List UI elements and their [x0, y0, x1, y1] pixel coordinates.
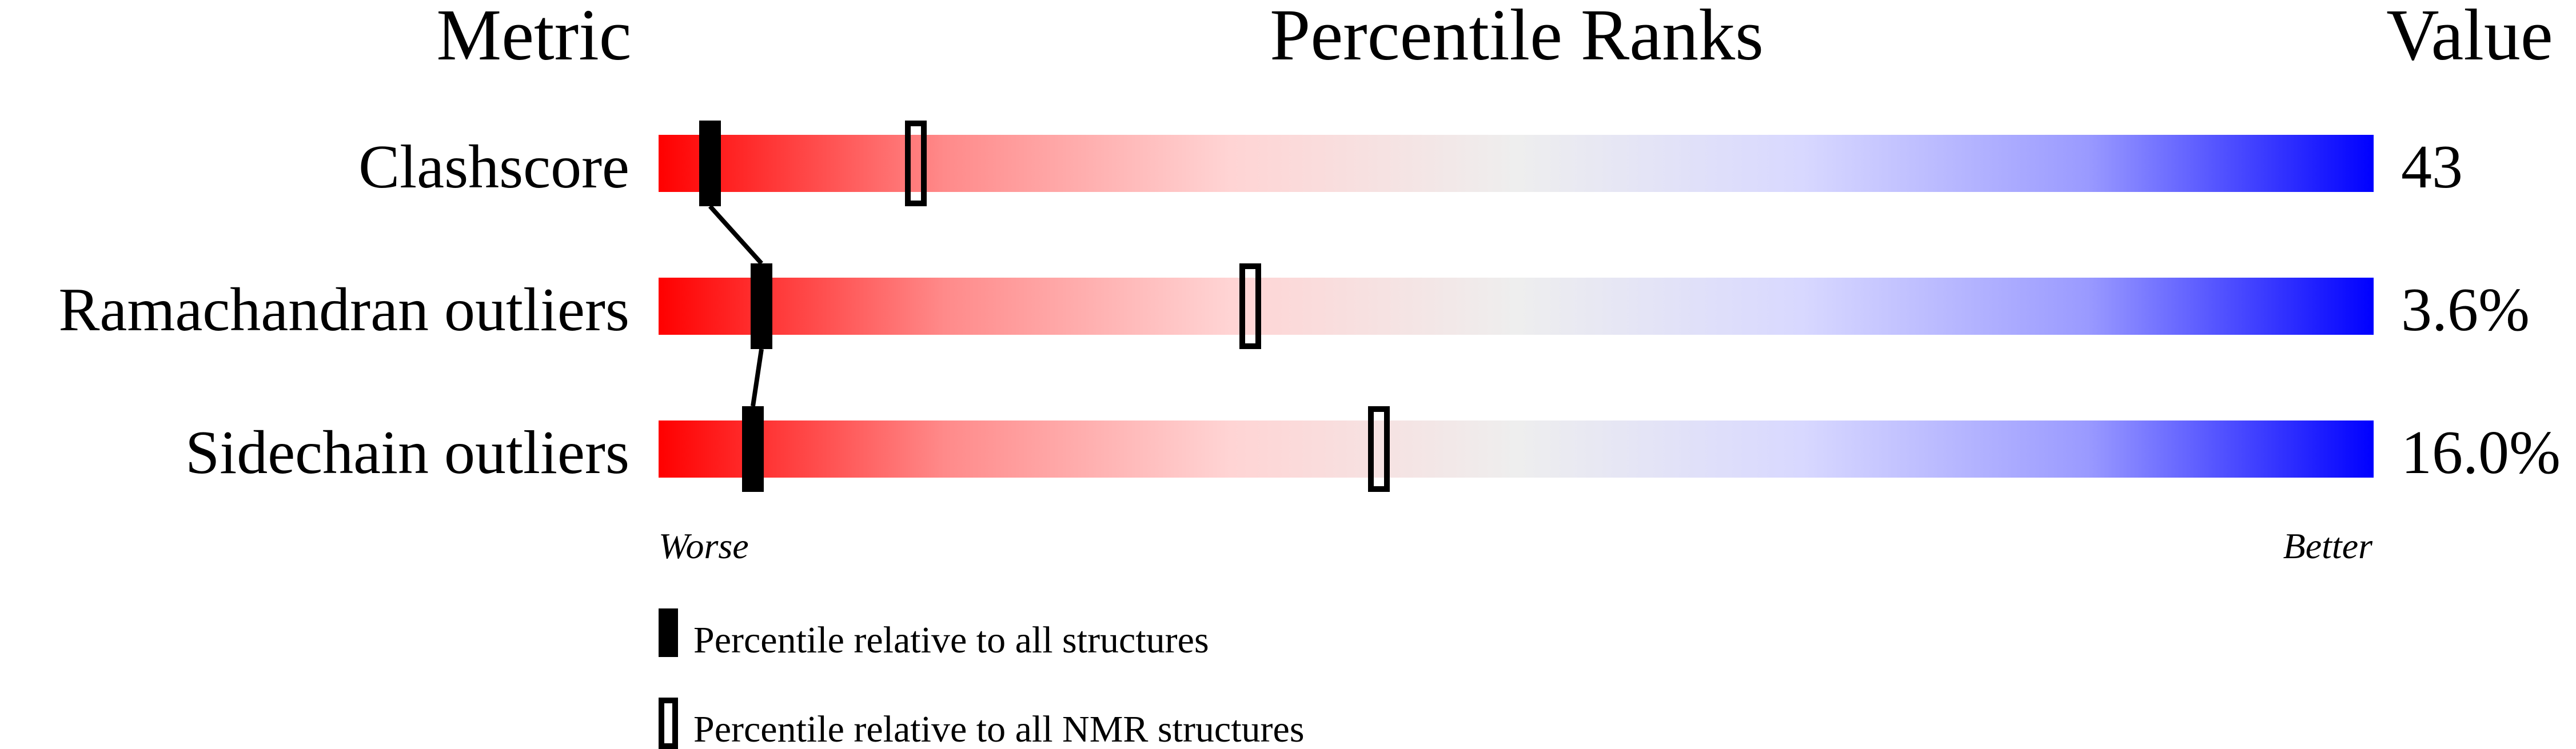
marker-nmr-percentile — [1239, 263, 1261, 349]
percentile-bar — [659, 135, 2374, 192]
connector-line — [708, 205, 763, 265]
header-value: Value — [2386, 0, 2553, 75]
axis-label-worse: Worse — [659, 526, 749, 566]
marker-nmr-percentile — [905, 121, 927, 206]
metric-label: Clashscore — [358, 133, 629, 201]
marker-nmr-percentile — [1368, 406, 1390, 492]
metric-value: 3.6% — [2401, 276, 2530, 344]
header-percentile-ranks: Percentile Ranks — [1270, 0, 1764, 75]
metric-row: Sidechain outliers 16.0% — [185, 406, 2561, 492]
metric-label: Ramachandran outliers — [58, 276, 629, 344]
legend-label-all: Percentile relative to all structures — [693, 619, 1209, 661]
metric-label: Sidechain outliers — [185, 419, 629, 487]
legend-marker-filled — [659, 608, 678, 657]
metric-row: Ramachandran outliers 3.6% — [58, 263, 2530, 349]
metric-value: 16.0% — [2401, 419, 2561, 487]
marker-all-percentile — [742, 406, 764, 492]
marker-all-percentile — [751, 263, 772, 349]
marker-all-percentile — [699, 121, 721, 206]
axis-label-better: Better — [2283, 526, 2373, 566]
percentile-bar — [659, 420, 2374, 478]
legend-label-nmr: Percentile relative to all NMR structure… — [693, 708, 1305, 749]
metric-row: Clashscore 43 — [358, 121, 2463, 206]
header-metric: Metric — [436, 0, 631, 75]
percentile-bar — [659, 278, 2374, 335]
metric-value: 43 — [2401, 133, 2463, 201]
legend: Percentile relative to all structures Pe… — [659, 608, 1305, 749]
connector-line — [751, 349, 764, 407]
legend-marker-hollow — [659, 698, 678, 749]
